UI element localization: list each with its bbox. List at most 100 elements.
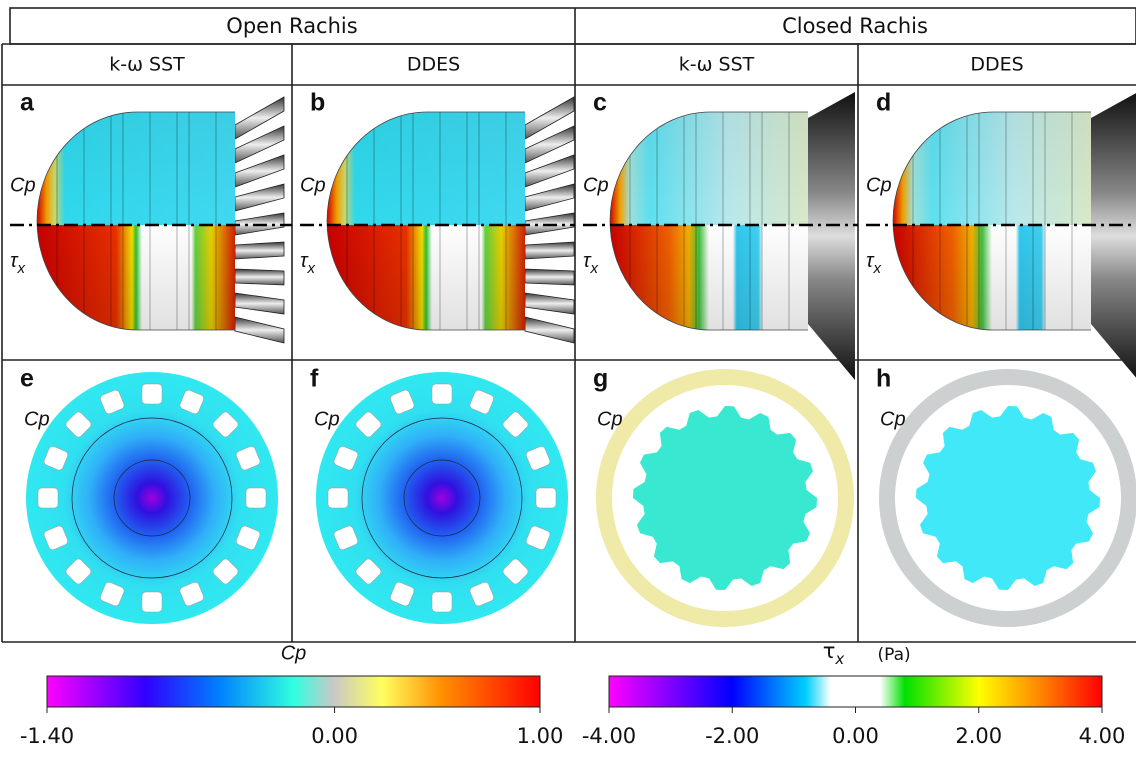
- hole: [502, 411, 529, 438]
- cp-label: Cp: [866, 174, 892, 196]
- tick-label: -2.00: [705, 724, 759, 748]
- figure-content: Open Rachis Closed Rachis k-ω SST DDES k-ω S…: [1, 7, 1136, 748]
- method-header: DDES: [970, 54, 1023, 76]
- hole: [245, 487, 267, 509]
- hole: [43, 525, 69, 550]
- rachis-cone: [808, 92, 855, 380]
- panel-letter: f: [310, 365, 319, 393]
- panel: a Cp τx: [10, 89, 292, 344]
- tick-label: -4.00: [582, 724, 636, 748]
- cp-disc: [316, 372, 568, 624]
- method-header: k-ω SST: [109, 54, 185, 76]
- colorbar-unit: (Pa): [878, 645, 911, 665]
- hole: [179, 389, 204, 415]
- rachis-cone: [1091, 93, 1136, 378]
- hole: [235, 525, 261, 550]
- symbol-label: τx: [583, 250, 598, 277]
- hole: [235, 446, 261, 471]
- shading: [893, 112, 1091, 330]
- panel: d Cp τx: [866, 89, 1136, 378]
- subscript: x: [834, 650, 844, 668]
- group-header: Open Rachis: [226, 14, 357, 38]
- colorbar: [608, 675, 1103, 708]
- symbol-label: τx: [10, 250, 25, 277]
- tick-label: 0.00: [311, 724, 358, 748]
- contour: [113, 459, 191, 537]
- subscript: x: [306, 260, 315, 277]
- hole: [43, 446, 69, 471]
- header-border: [9, 7, 1136, 45]
- shading: [327, 112, 525, 330]
- panel: h Cp: [876, 365, 1136, 627]
- gear-disc: [916, 406, 1100, 590]
- panel: c Cp τx: [583, 89, 858, 380]
- symbol: τ: [300, 250, 309, 272]
- gear-disc: [633, 406, 817, 590]
- shading: [610, 112, 808, 330]
- panel-letter: h: [876, 365, 891, 393]
- panel: b Cp τx: [300, 89, 575, 344]
- hole: [100, 581, 125, 607]
- panel-letter: e: [20, 365, 34, 393]
- panel-letter: d: [876, 89, 891, 117]
- panel-letter: g: [593, 365, 608, 393]
- symbol-label: τx: [300, 250, 315, 277]
- symbol: τ: [583, 250, 592, 272]
- colorbar: [46, 675, 541, 708]
- hole: [469, 389, 494, 415]
- contour: [403, 459, 481, 537]
- hole: [535, 487, 557, 509]
- cp-label: Cp: [880, 408, 906, 430]
- dome: [610, 112, 808, 330]
- symbol-label: τx: [823, 639, 845, 668]
- hole: [212, 411, 239, 438]
- dome-outline: [36, 111, 235, 331]
- hole: [469, 581, 494, 607]
- panel: e Cp: [20, 365, 278, 624]
- tick-label: 0.00: [832, 724, 879, 748]
- symbol: τ: [866, 250, 875, 272]
- symbol: τ: [823, 639, 836, 663]
- hole: [502, 558, 529, 585]
- subscript: x: [589, 260, 598, 277]
- symbol-label: τx: [866, 250, 881, 277]
- rachis-spoke: [234, 316, 285, 344]
- dome-outline: [892, 111, 1091, 331]
- symbol: τ: [10, 250, 19, 272]
- rachis-spoke: [234, 183, 285, 212]
- hole: [65, 558, 92, 585]
- tick-label: 1.00: [517, 724, 564, 748]
- dome: [327, 112, 525, 330]
- hole: [65, 411, 92, 438]
- method-header: k-ω SST: [679, 54, 755, 76]
- hole: [141, 383, 163, 405]
- tick-label: 2.00: [955, 724, 1002, 748]
- panel: f Cp: [310, 365, 568, 624]
- rachis-spoke: [234, 268, 285, 286]
- hole: [355, 558, 382, 585]
- rachis-spoke: [524, 316, 575, 344]
- subscript: x: [16, 260, 25, 277]
- shading: [37, 112, 235, 330]
- tick-label: 4.00: [1079, 724, 1126, 748]
- hole: [179, 581, 204, 607]
- hole: [525, 525, 551, 550]
- rachis-spoke: [234, 292, 285, 315]
- cp-disc: [26, 372, 278, 624]
- cp-label: Cp: [314, 408, 340, 430]
- rachis-spoke: [524, 292, 575, 315]
- hole: [100, 389, 125, 415]
- dome: [37, 112, 235, 330]
- panel: g Cp: [593, 365, 854, 627]
- hole: [327, 487, 349, 509]
- rachis-spoke: [524, 241, 575, 260]
- method-header: DDES: [407, 54, 460, 76]
- hole: [333, 446, 359, 471]
- hole: [333, 525, 359, 550]
- cp-label: Cp: [10, 174, 36, 196]
- tick-label: -1.40: [20, 724, 74, 748]
- ring: [879, 369, 1136, 627]
- contour: [71, 417, 233, 579]
- hole: [355, 411, 382, 438]
